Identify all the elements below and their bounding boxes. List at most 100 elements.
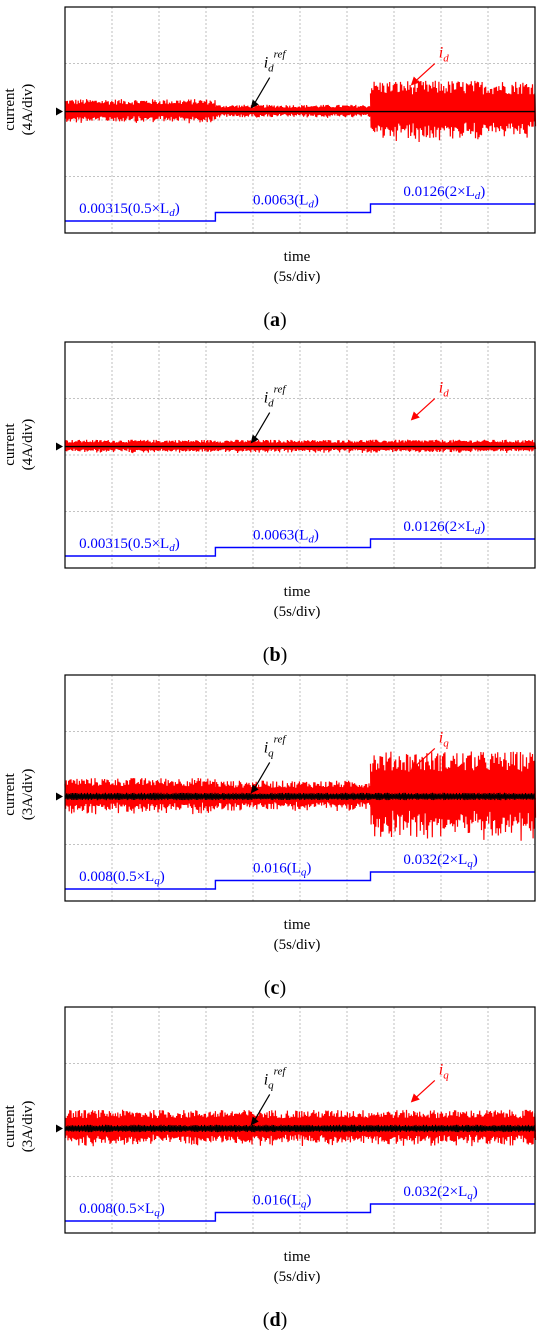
inductance-value-text: 0.008(0.5×L [79,869,154,885]
y-axis-label: current (3A/div) [2,769,36,821]
inductance-subscript: q [154,875,160,887]
inductance-tail: ) [306,861,311,877]
inductance-step-trace [65,203,535,222]
measured-current-trace-seg-3 [369,751,537,841]
inductance-tail: ) [314,193,319,209]
inductance-value-text: 0.0063(L [253,193,308,209]
panel-label-close: ) [279,977,286,999]
inductance-subscript: d [169,207,175,219]
x-axis-label-line-2: (5s/div) [274,937,321,953]
panel-label-close: ) [281,644,288,666]
inductance-subscript: d [308,199,314,211]
inductance-subscript: q [467,1190,473,1202]
measured-label: iq [439,1061,449,1081]
panel-label-open: ( [263,1309,270,1330]
inductance-subscript: q [301,1199,307,1211]
plot-frame [64,341,536,569]
inductance-subscript: q [154,1207,160,1219]
inductance-tail: ) [314,528,319,544]
panel-label-letter: c [271,977,280,999]
y-axis-label-line-2: (4A/div) [20,84,36,136]
panel-label-open: ( [263,644,270,666]
plot-frame [64,1006,536,1234]
inductance-tail: ) [175,201,180,217]
reference-arrowhead-icon [250,1116,259,1126]
inductance-value-text: 0.008(0.5×L [79,1201,154,1217]
reference-label: idref [264,49,288,75]
measured-label-subscript: q [443,737,449,749]
reference-label-base: i [264,1071,268,1088]
reference-label: iqref [264,733,288,759]
reference-arrow [252,1094,271,1124]
reference-label-subscript: d [268,398,274,410]
x-axis-label-line-1: time [284,917,311,933]
inductance-value-text: 0.00315(0.5×L [79,201,169,217]
inductance-tail: ) [160,1201,165,1217]
measured-current-trace-seg-2 [214,780,372,812]
reference-label-subscript: q [268,1079,274,1091]
reference-label-base: i [264,55,268,72]
inductance-tail: ) [480,184,485,200]
reference-arrow [252,762,271,792]
measured-current-trace-seg-1 [64,439,217,454]
measured-label-base: i [439,45,443,62]
reference-arrowhead-icon [250,784,259,794]
y-axis-label-line-1: current [2,87,18,130]
chart-panel-d: 0.008(0.5×Lq)0.016(Lq)0.032(2×Lq)current… [2,1006,537,1330]
panel-label-letter: b [269,644,280,666]
measured-arrowhead-icon [410,761,420,771]
x-axis-label-line-2: (5s/div) [274,1269,321,1285]
x-axis-label: time (5s/div) [274,584,321,620]
inductance-value-text: 0.00315(0.5×L [79,536,169,552]
inductance-label-1: 0.008(0.5×Lq) [79,869,165,887]
inductance-tail: ) [175,536,180,552]
panel-label-close: ) [280,309,287,331]
inductance-subscript: q [301,867,307,879]
reference-label-base: i [264,390,268,407]
x-axis-label-line-2: (5s/div) [274,269,321,285]
panel-label: (a) [263,309,286,331]
inductance-label-3: 0.032(2×Lq) [403,852,477,870]
y-axis-label-line-2: (3A/div) [20,1101,36,1153]
measured-current-trace-seg-2 [214,104,372,118]
panel-label-open: ( [264,977,271,999]
inductance-label-2: 0.0063(Ld) [253,193,319,211]
measured-label-subscript: d [443,388,449,400]
measured-label-base: i [439,380,443,397]
reference-label-superscript: ref [274,49,288,61]
inductance-tail: ) [160,869,165,885]
y-axis-label-line-1: current [2,1104,18,1147]
panel-label: (d) [263,1309,287,1330]
measured-current-trace-seg-1 [64,777,217,815]
chart-panel-c: 0.008(0.5×Lq)0.016(Lq)0.032(2×Lq)current… [2,674,537,999]
inductance-step-trace [65,538,535,557]
reference-label: iqref [264,1065,288,1091]
reference-label-superscript: ref [274,733,288,745]
inductance-label-2: 0.016(Lq) [253,1193,311,1211]
measured-label-base: i [439,729,443,746]
measured-label: iq [439,729,449,749]
reference-label-superscript: ref [274,1065,288,1077]
inductance-subscript: d [308,534,314,546]
reference-arrow [252,412,271,442]
x-axis-label-line-1: time [284,584,311,600]
measured-label-subscript: q [443,1069,449,1081]
inductance-label-1: 0.008(0.5×Lq) [79,1201,165,1219]
y-axis-label: current (3A/div) [2,1101,36,1153]
measured-arrowhead-icon [410,76,420,86]
reference-arrowhead-icon [250,434,259,444]
measured-arrowhead-icon [410,1093,420,1103]
y-axis-label-line-1: current [2,772,18,815]
reference-label-subscript: d [268,63,274,75]
inductance-tail: ) [473,1184,478,1200]
plot-frame [64,674,536,902]
inductance-label-1: 0.00315(0.5×Ld) [79,201,180,219]
measured-current-trace-seg-3 [369,439,537,453]
y-axis-label-line-1: current [2,422,18,465]
inductance-value-text: 0.0063(L [253,528,308,544]
chart-panel-b: 0.00315(0.5×Ld)0.0063(Ld)0.0126(2×Ld)cur… [2,341,537,666]
inductance-step-trace [65,871,535,890]
inductance-value-text: 0.016(L [253,1193,301,1209]
inductance-value-text: 0.016(L [253,861,301,877]
